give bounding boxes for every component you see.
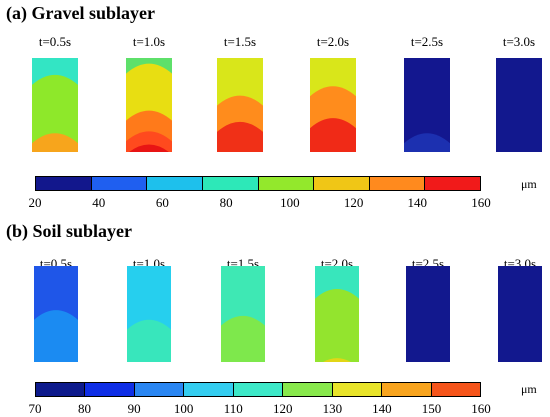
gravel-contour-column	[32, 58, 78, 152]
gravel-contour-band	[32, 133, 78, 152]
soil-colorbar-tick-label: 70	[28, 401, 42, 416]
gravel-contour-band	[126, 144, 172, 152]
gravel-contour-band	[32, 74, 78, 152]
gravel-contour-column	[217, 58, 263, 152]
gravel-colorbar-segment	[202, 177, 259, 190]
soil-colorbar-segment	[85, 383, 135, 396]
soil-colorbar-tick-label: 130	[322, 401, 343, 416]
gravel-colorbar-tick-label: 160	[471, 195, 491, 210]
soil-colorbar-segment	[184, 383, 234, 396]
soil-colorbar-segment	[233, 383, 284, 396]
gravel-colorbar-tick-label: 40	[92, 195, 106, 210]
colorbar-unit-soil: μm	[521, 382, 537, 396]
gravel-colorbar-tick-label: 20	[28, 195, 42, 210]
soil-contour-column	[34, 266, 78, 362]
gravel-time-label: t=2.5s	[410, 34, 444, 49]
panel-b-title: (b) Soil sublayer	[6, 221, 133, 241]
colorbar-soil	[35, 382, 481, 397]
gravel-contour-band	[404, 58, 450, 152]
gravel-time-label: t=1.0s	[132, 34, 166, 49]
gravel-contour-band	[126, 131, 172, 152]
gravel-colorbar-segment	[314, 177, 370, 190]
gravel-colorbar-tick-label: 120	[343, 195, 364, 210]
soil-colorbar-segment	[134, 383, 185, 396]
soil-colorbar-tick-label: 120	[273, 401, 293, 416]
soil-contour-band	[221, 315, 265, 362]
gravel-contour-band	[404, 133, 450, 152]
soil-colorbar-segment	[431, 383, 480, 396]
soil-colorbar-tick-label: 140	[372, 401, 392, 416]
soil-contour-band	[127, 319, 171, 362]
gravel-colorbar-tick-label: 60	[155, 195, 169, 210]
soil-contour-column	[406, 266, 450, 362]
soil-colorbar-tick-label: 80	[78, 401, 92, 416]
gravel-colorbar-segment	[425, 177, 480, 190]
gravel-time-label: t=3.0s	[502, 34, 536, 49]
soil-colorbar-tick-label: 90	[127, 401, 141, 416]
colorbar-gravel	[35, 176, 481, 191]
soil-contour-column	[221, 266, 265, 362]
panel-a-title: (a) Gravel sublayer	[6, 3, 155, 23]
gravel-contour-band	[496, 58, 542, 152]
gravel-colorbar-segment	[369, 177, 426, 190]
soil-contour-column	[498, 266, 542, 362]
soil-colorbar-tick-label: 150	[421, 401, 442, 416]
soil-contour-band	[34, 310, 78, 362]
soil-contour-column	[127, 266, 171, 362]
soil-colorbar-segment	[332, 383, 383, 396]
soil-colorbar-segment	[382, 383, 432, 396]
soil-contour-band	[315, 358, 359, 362]
gravel-contour-band	[310, 118, 356, 152]
gravel-contour-column	[404, 58, 450, 152]
gravel-colorbar-segment	[147, 177, 203, 190]
gravel-time-label: t=2.0s	[316, 34, 350, 49]
gravel-contour-band	[217, 121, 263, 152]
soil-contour-band	[315, 289, 359, 362]
gravel-contour-column	[310, 58, 356, 152]
gravel-colorbar-tick-label: 80	[219, 195, 233, 210]
soil-colorbar-segment	[283, 383, 333, 396]
soil-colorbar-segment	[36, 383, 86, 396]
soil-colorbar-tick-label: 100	[173, 401, 194, 416]
soil-contour-column	[315, 266, 359, 362]
gravel-colorbar-tick-label: 100	[280, 195, 300, 210]
gravel-contour-column	[126, 58, 172, 152]
colorbar-unit-gravel: μm	[521, 177, 537, 191]
gravel-time-label: t=1.5s	[223, 34, 257, 49]
soil-contour-band	[406, 266, 450, 362]
gravel-contour-column	[496, 58, 542, 152]
soil-contour-band	[498, 266, 542, 362]
gravel-time-label: t=0.5s	[38, 34, 72, 49]
gravel-colorbar-tick-label: 140	[407, 195, 428, 210]
gravel-colorbar-segment	[91, 177, 148, 190]
soil-colorbar-tick-label: 160	[471, 401, 491, 416]
gravel-colorbar-segment	[258, 177, 315, 190]
gravel-colorbar-segment	[36, 177, 92, 190]
soil-colorbar-tick-label: 110	[223, 401, 243, 416]
